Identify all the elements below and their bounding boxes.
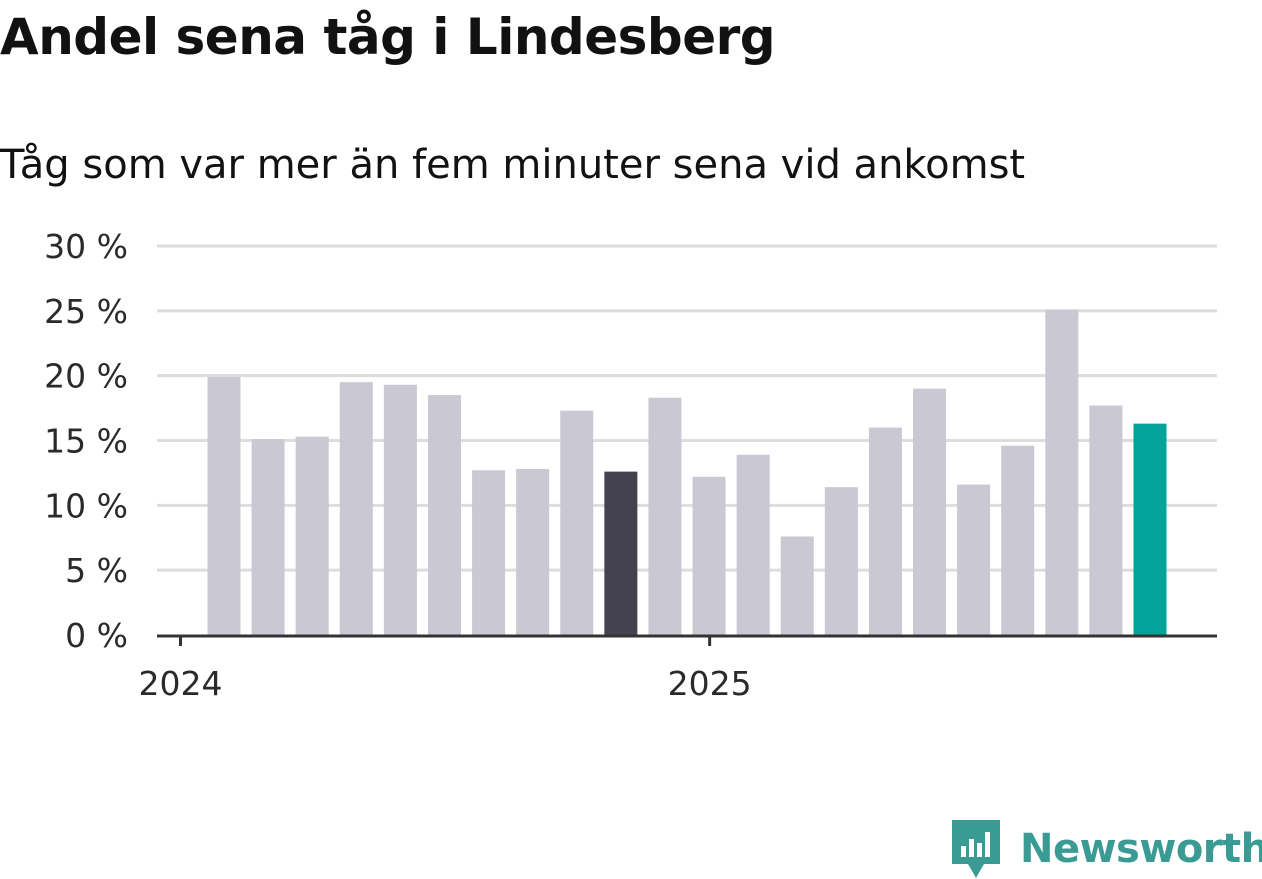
bar <box>780 536 814 635</box>
grid-layer <box>157 244 1217 572</box>
bar <box>560 410 594 635</box>
bar <box>957 484 991 635</box>
bar <box>516 469 550 635</box>
newsworthy-logo-icon <box>952 820 1000 878</box>
bar <box>604 471 638 635</box>
bar <box>913 388 947 635</box>
y-tick-label: 10 % <box>44 486 128 525</box>
bar <box>1001 445 1035 635</box>
bar <box>736 454 770 635</box>
chart-title: Andel sena tåg i Lindesberg <box>0 8 776 66</box>
y-tick-label: 15 % <box>44 422 128 461</box>
bar <box>868 427 902 635</box>
label-layer: 0 % 5 % 10 % 15 % 20 % 25 % 30 % 2024 2025 <box>44 227 751 703</box>
bar <box>1045 309 1079 635</box>
y-tick-label: 5 % <box>65 551 128 590</box>
bar <box>207 376 241 635</box>
bar <box>339 382 373 635</box>
bar <box>1089 405 1123 635</box>
y-tick-label: 25 % <box>44 292 128 331</box>
chart-subtitle: Tåg som var mer än fem minuter sena vid … <box>0 142 1026 188</box>
bar-layer <box>207 309 1167 635</box>
x-tick-label: 2025 <box>668 664 752 703</box>
x-tick-label: 2024 <box>139 664 223 703</box>
bar <box>472 470 506 635</box>
y-tick-label: 20 % <box>44 357 128 396</box>
brand-logo: Newsworthy <box>952 820 1262 878</box>
bar <box>251 439 285 635</box>
bar <box>427 395 461 635</box>
bar <box>295 436 329 635</box>
y-tick-label: 30 % <box>44 227 128 266</box>
bar <box>1133 423 1167 635</box>
bar <box>383 384 417 635</box>
bar <box>648 397 682 635</box>
brand-name: Newsworthy <box>1020 826 1262 872</box>
bar <box>692 476 726 635</box>
y-tick-label: 0 % <box>65 616 128 655</box>
axis-layer <box>157 634 1217 646</box>
bar <box>824 487 858 635</box>
